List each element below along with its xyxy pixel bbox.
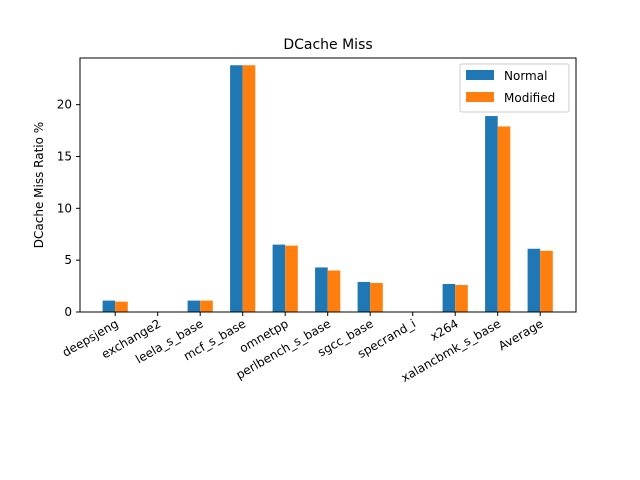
y-tick-label: 0 xyxy=(64,305,72,319)
x-tick-label-Average: Average xyxy=(496,316,546,353)
bar-normal-leela_s_base xyxy=(187,300,201,312)
bar-modified-mcf_s_base xyxy=(242,65,256,312)
bar-normal-omnetpp xyxy=(272,244,286,312)
bar-normal-deepsjeng xyxy=(102,300,116,312)
bar-normal-x264 xyxy=(442,284,456,312)
bar-modified-xalancbmk_s_base xyxy=(497,126,511,312)
legend-swatch-modified xyxy=(466,92,494,102)
legend-label-modified: Modified xyxy=(504,91,555,105)
x-ticks: deepsjengexchange2leela_s_basemcf_s_base… xyxy=(60,312,546,385)
bar-modified-sgcc_base xyxy=(370,282,383,312)
bar-normal-Average xyxy=(527,248,541,312)
bar-modified-omnetpp xyxy=(285,245,298,312)
y-tick-label: 10 xyxy=(57,201,72,215)
bar-modified-deepsjeng xyxy=(115,301,128,312)
chart-title: DCache Miss xyxy=(283,37,372,53)
legend-label-normal: Normal xyxy=(504,69,547,83)
bar-modified-Average xyxy=(540,250,553,312)
y-tick-label: 20 xyxy=(57,98,72,112)
bar-normal-perlbench_s_base xyxy=(315,267,328,312)
y-ticks: 0 5 10 15 20 xyxy=(57,98,80,319)
legend-swatch-normal xyxy=(466,70,494,80)
plot-frame xyxy=(79,57,577,313)
y-axis-label: DCache Miss Ratio % xyxy=(32,122,46,248)
bar-modified-leela_s_base xyxy=(200,300,213,312)
y-tick-label: 15 xyxy=(57,149,72,163)
bar-normal-xalancbmk_s_base xyxy=(485,116,498,312)
bars-layer xyxy=(102,65,553,312)
bar-modified-perlbench_s_base xyxy=(327,270,341,312)
bar-modified-x264 xyxy=(455,285,468,312)
y-tick-label: 5 xyxy=(64,253,72,267)
bar-normal-mcf_s_base xyxy=(230,65,243,312)
bar-normal-sgcc_base xyxy=(357,281,371,312)
legend: Normal Modified xyxy=(459,63,570,113)
